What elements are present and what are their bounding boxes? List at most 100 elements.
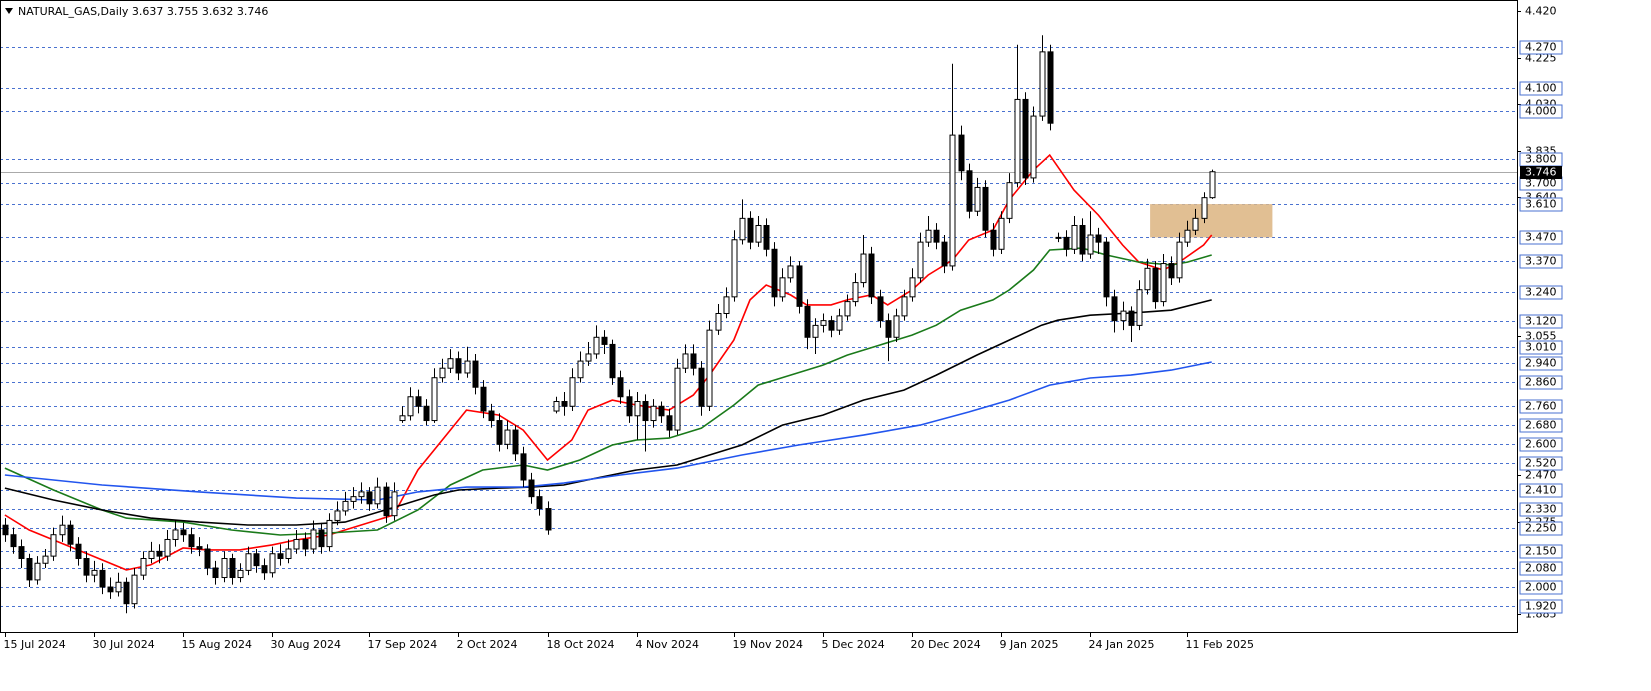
candle-body [650, 405, 657, 422]
level-label-box [1519, 285, 1563, 300]
candle-body [245, 553, 252, 571]
level-label: 1.920 [1525, 600, 1557, 613]
candle-body [204, 548, 211, 569]
candle-body [123, 581, 130, 605]
level-label: 2.330 [1525, 503, 1557, 516]
candle-body [285, 548, 292, 560]
candle-body [820, 320, 827, 326]
candle-body [358, 491, 365, 498]
candle-body [67, 524, 74, 545]
x-tick-label: 17 Sep 2024 [368, 638, 438, 651]
candle-body [828, 320, 835, 331]
candle-body [59, 524, 66, 536]
level-label: 3.610 [1525, 198, 1557, 211]
candle-body [1111, 296, 1118, 322]
level-label-box [1519, 356, 1563, 371]
candle-body [1144, 267, 1151, 291]
candle-body [1152, 267, 1159, 303]
candle-body [812, 324, 819, 338]
candle-body [407, 396, 414, 417]
candle-body [1022, 98, 1029, 179]
y-tick-label: 4.420 [1525, 5, 1557, 18]
moving-average-line [4, 361, 1212, 501]
candle-body [682, 353, 689, 369]
level-label-box [1519, 544, 1563, 559]
candle-body [439, 367, 446, 379]
level-label: 3.470 [1525, 231, 1557, 244]
candle-body [464, 360, 471, 374]
candle-body [342, 500, 349, 512]
candle-body [941, 241, 948, 267]
x-tick-label: 20 Dec 2024 [911, 638, 981, 651]
level-label-box [1519, 254, 1563, 269]
candle-body [885, 320, 892, 338]
level-label: 2.860 [1525, 376, 1557, 389]
level-label: 2.680 [1525, 419, 1557, 432]
y-tick-label: 2.470 [1525, 469, 1557, 482]
candle-body [706, 329, 713, 407]
candle-body [237, 569, 244, 579]
candle-body [634, 401, 641, 417]
candle-body [731, 239, 738, 298]
plot-border [0, 0, 1518, 633]
candle-body [91, 569, 98, 576]
candle-body [326, 519, 333, 548]
candle-body [188, 534, 195, 548]
level-label: 3.800 [1525, 153, 1557, 166]
level-label: 3.700 [1525, 177, 1557, 190]
x-tick-label: 4 Nov 2024 [636, 638, 699, 651]
moving-average-line [4, 247, 1212, 536]
level-label: 3.240 [1525, 286, 1557, 299]
candle-body [1030, 115, 1037, 179]
candle-body [391, 491, 398, 517]
level-label-box [1519, 104, 1563, 119]
candle-body [917, 241, 924, 279]
candle-body [350, 496, 357, 502]
candle-body [723, 296, 730, 315]
candle-body [949, 134, 956, 267]
candle-body [488, 410, 495, 422]
candle-body [253, 553, 260, 567]
x-tick-label: 5 Dec 2024 [822, 638, 885, 651]
last-price-box [1520, 166, 1562, 179]
level-label: 2.250 [1525, 522, 1557, 535]
symbol-menu-arrow[interactable] [5, 8, 13, 14]
candle-body [1095, 234, 1102, 243]
candle-body [1209, 171, 1216, 199]
candle-body [658, 405, 665, 417]
x-tick-label: 15 Jul 2024 [4, 638, 66, 651]
level-label-box [1519, 340, 1563, 355]
candle-body [860, 253, 867, 284]
candle-body [787, 265, 794, 279]
candle-body [504, 429, 511, 445]
candle-body [844, 301, 851, 317]
candle-body [99, 569, 106, 588]
chart-title: NATURAL_GAS,Daily 3.637 3.755 3.632 3.74… [18, 5, 268, 18]
candle-body [958, 134, 965, 172]
candle-body [318, 529, 325, 548]
candle-body [383, 486, 390, 517]
candle-body [796, 265, 803, 307]
candle-body [164, 538, 171, 557]
level-label: 2.940 [1525, 357, 1557, 370]
level-label: 2.600 [1525, 438, 1557, 451]
level-label-box [1519, 521, 1563, 536]
x-tick-label: 19 Nov 2024 [733, 638, 803, 651]
level-label-box [1519, 580, 1563, 595]
level-label: 3.120 [1525, 315, 1557, 328]
level-label: 2.080 [1525, 562, 1557, 575]
level-label: 2.520 [1525, 457, 1557, 470]
candle-body [34, 562, 41, 581]
candle-body [642, 401, 649, 422]
candle-body [966, 170, 973, 212]
candle-body [26, 558, 33, 581]
candle-body [1128, 310, 1135, 326]
level-label-box [1519, 314, 1563, 329]
level-label: 3.370 [1525, 255, 1557, 268]
candle-body [852, 282, 859, 303]
candle-body [1192, 217, 1199, 231]
candle-body [974, 186, 981, 212]
level-label: 4.000 [1525, 105, 1557, 118]
level-label-box [1519, 418, 1563, 433]
candle-body [1047, 51, 1054, 124]
